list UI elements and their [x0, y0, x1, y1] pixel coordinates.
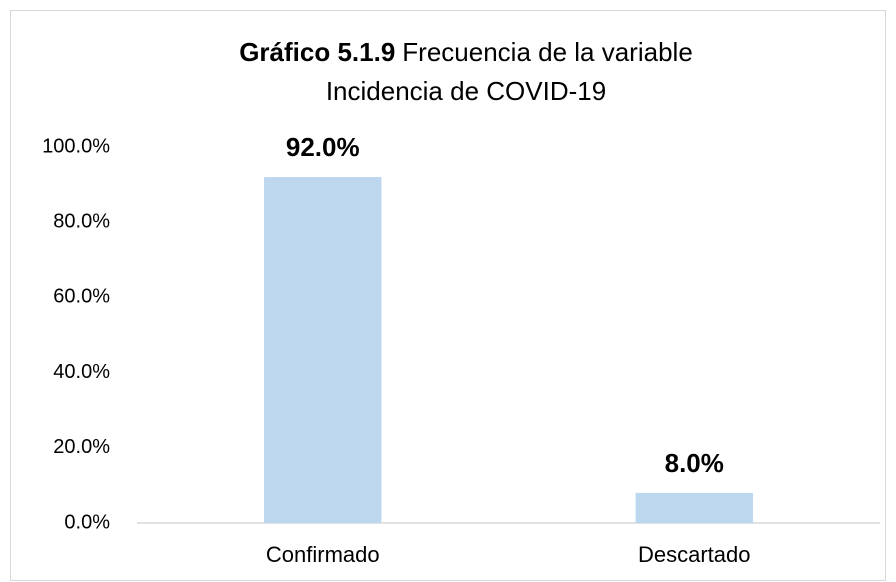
y-tick-label: 80.0%: [53, 210, 110, 232]
y-tick-label: 60.0%: [53, 286, 110, 308]
value-label: 92.0%: [286, 132, 360, 162]
title-line: Incidencia de COVID-19: [326, 76, 606, 106]
y-tick-label: 20.0%: [53, 436, 110, 458]
title-line: Frecuencia de la variable: [402, 37, 693, 67]
value-label: 8.0%: [665, 448, 724, 478]
y-tick-label: 40.0%: [53, 361, 110, 383]
bar: [264, 177, 382, 523]
y-tick-label: 100.0%: [42, 135, 110, 157]
bar: [635, 492, 753, 523]
chart-frame: [10, 10, 886, 581]
x-tick-label: Confirmado: [266, 542, 380, 567]
chart-title: Gráfico 5.1.9 Frecuencia de la variable: [239, 37, 693, 67]
y-tick-label: 0.0%: [64, 511, 110, 533]
title-prefix: Gráfico 5.1.9: [239, 37, 395, 67]
x-tick-label: Descartado: [638, 542, 751, 567]
